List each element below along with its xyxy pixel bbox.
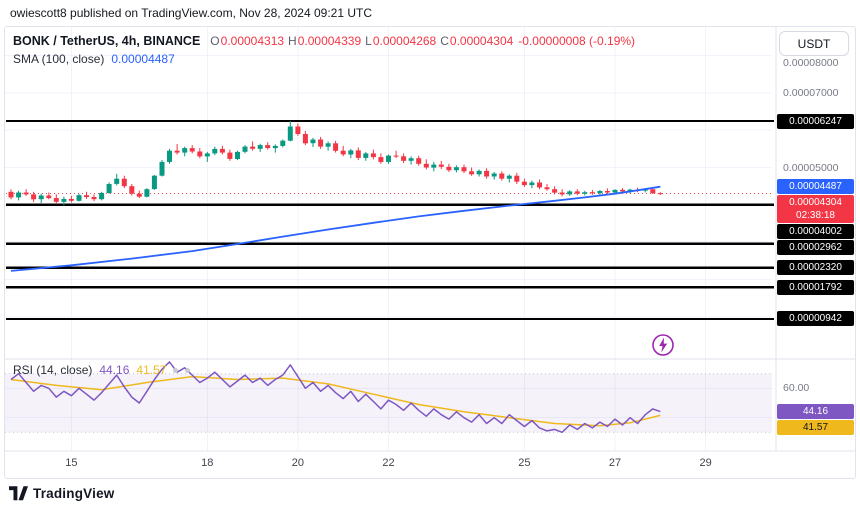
currency-toggle-button[interactable]: USDT — [779, 31, 849, 56]
rsi-visibility-icon[interactable] — [173, 367, 179, 373]
close-value: 0.00004304 — [449, 34, 514, 48]
symbol-title: BONK / TetherUS, 4h, BINANCE — [13, 34, 201, 48]
time-axis-label: 20 — [291, 457, 305, 469]
rsi-axis-tick: 60.00 — [783, 382, 810, 395]
sma-price-badge: 0.00004487 — [777, 179, 854, 195]
brand-name: TradingView — [33, 486, 115, 501]
level-price-badge: 0.00002962 — [777, 240, 854, 256]
sma-name: SMA (100, close) — [13, 52, 105, 66]
lightning-button[interactable] — [650, 332, 676, 358]
symbol-legend: BONK / TetherUS, 4h, BINANCE O0.00004313 H… — [13, 34, 635, 48]
chart-card: BONK / TetherUS, 4h, BINANCE O0.00004313 H… — [4, 26, 856, 479]
sma-legend: SMA (100, close) 0.00004487 — [13, 52, 175, 66]
publisher-line: owiescott8 published on TradingView.com,… — [10, 6, 372, 20]
rsi-value: 44.16 — [99, 363, 130, 377]
countdown-timer: 02:38:18 — [796, 210, 835, 222]
last-price-badge: 0.00004304 02:38:18 — [777, 195, 854, 224]
tradingview-logo-icon — [9, 486, 28, 501]
price-axis[interactable]: 0.00008000 0.00007000 0.00005000 60.00 0.000… — [5, 27, 855, 478]
rsi-name: RSI (14, close) — [13, 363, 93, 377]
low-value: 0.00004268 — [372, 34, 437, 48]
price-axis-tick: 0.00008000 — [783, 57, 839, 69]
price-axis-tick: 0.00007000 — [783, 86, 839, 99]
footer-logo: TradingView — [9, 486, 114, 501]
time-axis-label: 18 — [201, 457, 214, 469]
open-value: 0.00004313 — [220, 34, 285, 48]
close-label: C — [440, 34, 449, 48]
level-price-badge: 0.00006247 — [777, 113, 854, 129]
rsi-ma-value: 41.57 — [136, 363, 167, 377]
open-label: O — [210, 34, 220, 48]
rsi-value-badge: 41.57 — [777, 420, 854, 436]
rsi-value-badge: 44.16 — [777, 404, 854, 420]
time-axis-label: 22 — [382, 457, 395, 469]
time-axis-label: 25 — [518, 457, 531, 469]
change-value: -0.00000008 (-0.19%) — [518, 34, 636, 48]
time-axis-label: 15 — [65, 457, 78, 469]
rsi-menu-icon[interactable] — [185, 367, 191, 373]
rsi-legend: RSI (14, close) 44.16 41.57 — [13, 363, 191, 377]
time-axis-label: 27 — [608, 457, 622, 469]
level-price-badge: 0.00004002 — [777, 224, 854, 240]
level-price-badge: 0.00000942 — [777, 311, 854, 327]
level-price-badge: 0.00002320 — [777, 260, 854, 276]
low-label: L — [365, 34, 372, 48]
chart-canvas[interactable] — [5, 27, 856, 479]
high-value: 0.00004339 — [297, 34, 362, 48]
sma-value: 0.00004487 — [111, 52, 175, 66]
level-price-badge: 0.00001792 — [777, 279, 854, 295]
time-axis-label: 29 — [699, 457, 712, 469]
price-axis-tick: 0.00005000 — [783, 161, 839, 174]
lightning-icon — [652, 334, 674, 356]
high-label: H — [288, 34, 297, 48]
